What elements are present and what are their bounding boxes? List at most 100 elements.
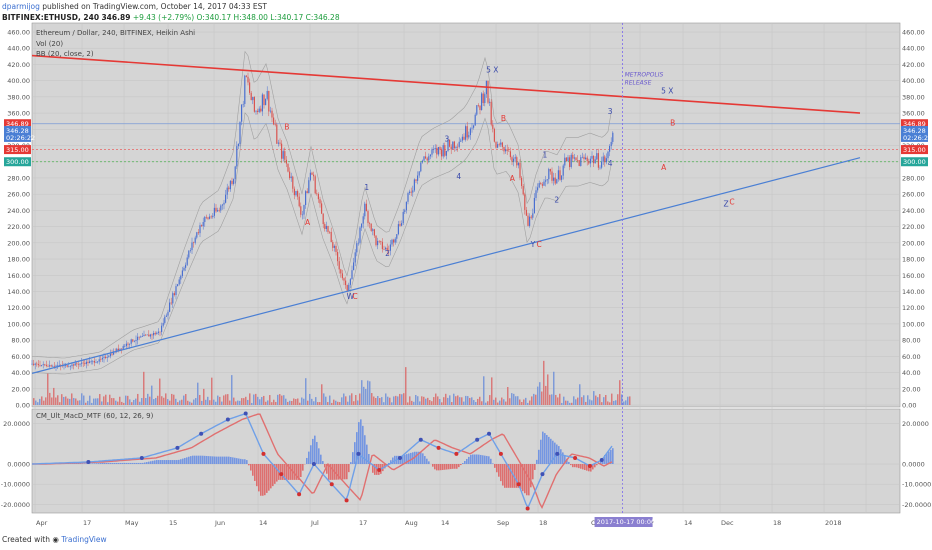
- wave-label: A: [661, 163, 667, 172]
- macd-hist-bar: [122, 462, 124, 464]
- candle-body: [477, 105, 479, 106]
- candle-body: [429, 154, 431, 157]
- volume-bar: [607, 401, 609, 405]
- candle-body: [226, 187, 228, 195]
- symbol-label: BITFINEX:ETHUSD, 240: [2, 13, 100, 22]
- volume-bar: [571, 402, 573, 405]
- volume-bar: [343, 393, 345, 405]
- volume-bar: [465, 395, 467, 405]
- macd-cross-dot: [516, 482, 521, 487]
- volume-bar: [289, 400, 291, 405]
- macd-hist-bar: [348, 464, 350, 473]
- x-tick-label: Dec: [721, 519, 734, 527]
- candle-body: [329, 231, 331, 233]
- y-tick-label-left: 360.00: [7, 110, 30, 118]
- macd-hist-bar: [326, 464, 328, 474]
- volume-bar: [125, 395, 127, 405]
- candle-body: [50, 365, 52, 367]
- macd-hist-bar: [580, 464, 582, 469]
- macd-hist-bar: [100, 463, 102, 464]
- candle-body: [41, 364, 43, 366]
- footer: Created with ◉ TradingView: [2, 535, 107, 544]
- candle-body: [33, 363, 35, 365]
- volume-bar: [581, 397, 583, 405]
- macd-hist-bar: [172, 460, 174, 464]
- volume-bar: [67, 398, 69, 405]
- volume-bar: [531, 396, 533, 405]
- macd-hist-bar: [274, 464, 276, 484]
- candle-body: [63, 365, 65, 367]
- price-tag-label: 02:26:22: [6, 134, 35, 142]
- volume-bar: [455, 396, 457, 405]
- candle-body: [276, 124, 278, 144]
- candle-body: [217, 210, 219, 212]
- price-tag-right: [901, 157, 928, 167]
- volume-bar: [415, 394, 417, 405]
- candle-body: [306, 191, 308, 194]
- macd-hist-bar: [76, 463, 78, 464]
- candle-body: [474, 114, 476, 126]
- candle-body: [244, 75, 246, 104]
- candle-body: [173, 293, 175, 296]
- macd-hist-bar: [444, 464, 446, 470]
- candle-body: [380, 240, 382, 242]
- volume-bar: [459, 397, 461, 405]
- macd-hist-bar: [352, 452, 354, 464]
- volume-bar: [151, 385, 153, 405]
- candle-body: [151, 334, 153, 336]
- volume-bar: [559, 393, 561, 405]
- volume-bar: [193, 399, 195, 405]
- volume-bar: [495, 397, 497, 405]
- volume-bar: [299, 402, 301, 405]
- candle-body: [135, 340, 137, 342]
- macd-hist-bar: [118, 462, 120, 464]
- macd-line: [31, 413, 613, 510]
- macd-hist-bar: [324, 464, 326, 468]
- macd-hist-bar: [428, 461, 430, 464]
- candle-body: [73, 364, 75, 366]
- volume-bar: [277, 394, 279, 405]
- wave-label: B: [670, 118, 675, 127]
- macd-hist-bar: [362, 425, 364, 464]
- candle-body: [37, 364, 39, 366]
- volume-bar: [621, 394, 623, 405]
- author-name[interactable]: dparmijog: [2, 2, 40, 11]
- volume-bar: [597, 397, 599, 405]
- volume-bar: [293, 398, 295, 405]
- y-tick-label-right: 280.00: [902, 174, 925, 182]
- y-tick-label-right: 180.00: [902, 256, 925, 264]
- macd-hist-bar: [282, 464, 284, 480]
- candle-body: [228, 187, 230, 190]
- volume-bar: [477, 398, 479, 405]
- macd-hist-bar: [164, 460, 166, 464]
- volume-bar: [483, 376, 485, 405]
- candle-body: [293, 188, 295, 196]
- volume-bar: [579, 384, 581, 405]
- candle-body: [418, 171, 420, 176]
- macd-hist-bar: [146, 462, 148, 464]
- volume-bar: [379, 398, 381, 405]
- candle-body: [364, 203, 366, 217]
- candle-body: [108, 356, 110, 358]
- y-tick-label-right: 60.00: [902, 353, 921, 361]
- candle-body: [556, 179, 558, 184]
- candle-body: [369, 223, 371, 224]
- candle-body: [220, 205, 222, 211]
- volume-bar: [153, 399, 155, 405]
- tradingview-brand[interactable]: TradingView: [61, 535, 107, 544]
- macd-hist-bar: [470, 454, 472, 464]
- candle-body: [490, 101, 492, 125]
- volume-bar: [301, 397, 303, 405]
- candle-body: [199, 225, 201, 234]
- macd-hist-bar: [144, 462, 146, 464]
- candle-body: [348, 284, 350, 291]
- volume-bar: [629, 396, 631, 405]
- volume-bar: [147, 393, 149, 405]
- volume-bar: [185, 393, 187, 405]
- x-tick-label: 14: [441, 519, 449, 527]
- volume-bar: [475, 402, 477, 405]
- volume-bar: [503, 399, 505, 405]
- candle-body: [588, 161, 590, 164]
- candle-body: [508, 150, 510, 152]
